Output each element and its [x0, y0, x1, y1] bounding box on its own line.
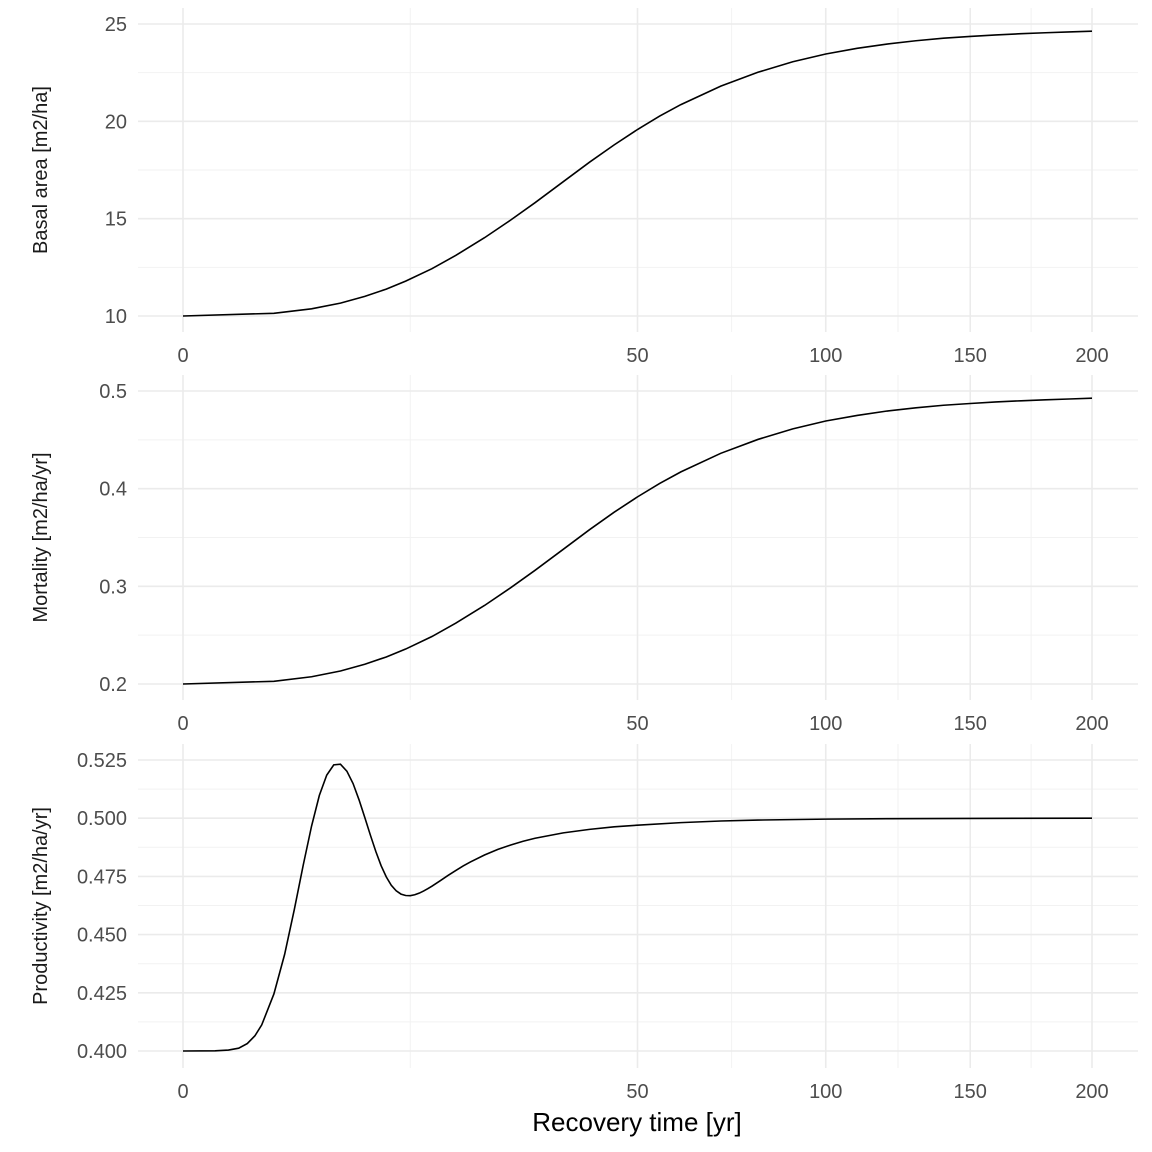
y-tick-label: 25 — [105, 14, 127, 36]
x-tick-label: 100 — [809, 345, 842, 367]
x-tick-label: 100 — [809, 713, 842, 735]
y-tick-label: 0.5 — [99, 381, 127, 403]
x-tick-label: 0 — [177, 713, 188, 735]
x-tick-label: 200 — [1075, 345, 1108, 367]
y-tick-label: 0.2 — [99, 674, 127, 696]
x-tick-label: 0 — [177, 1081, 188, 1103]
x-axis-title: Recovery time [yr] — [532, 1107, 742, 1137]
y-tick-label: 15 — [105, 209, 127, 231]
y-tick-label: 0.500 — [77, 808, 127, 830]
y-tick-label: 0.525 — [77, 750, 127, 772]
x-tick-label: 100 — [809, 1081, 842, 1103]
series-line — [182, 397, 1093, 685]
y-tick-label: 0.475 — [77, 866, 127, 888]
x-tick-label: 0 — [177, 345, 188, 367]
y-axis-title: Mortality [m2/ha/yr] — [30, 452, 52, 622]
series-line — [182, 30, 1093, 317]
y-tick-label: 0.3 — [99, 576, 127, 598]
y-axis-title: Basal area [m2/ha] — [30, 86, 52, 254]
y-axis-title: Productivity [m2/ha/yr] — [30, 807, 52, 1005]
panel-3: 0.400 0.425 0.450 0.475 0.500 0.525 0 50 100 150 2… — [30, 744, 1138, 1137]
x-tick-label: 50 — [626, 345, 648, 367]
x-tick-label: 150 — [954, 1081, 987, 1103]
x-tick-label: 50 — [626, 1081, 648, 1103]
x-tick-label: 50 — [626, 713, 648, 735]
y-tick-label: 10 — [105, 306, 127, 328]
x-tick-label: 200 — [1075, 1081, 1108, 1103]
x-tick-label: 200 — [1075, 713, 1108, 735]
y-tick-label: 0.450 — [77, 925, 127, 947]
y-tick-label: 0.4 — [99, 479, 127, 501]
panel-1: 10 15 20 25 0 50 100 150 200 Basal area [m2/ha] — [30, 8, 1138, 367]
y-tick-label: 20 — [105, 111, 127, 133]
series-line — [182, 763, 1093, 1052]
panel-2: 0.2 0.3 0.4 0.5 0 50 100 150 200 Mortality [m2/ha… — [30, 375, 1138, 735]
x-tick-label: 150 — [954, 345, 987, 367]
x-tick-label: 150 — [954, 713, 987, 735]
y-tick-label: 0.425 — [77, 983, 127, 1005]
y-tick-label: 0.400 — [77, 1041, 127, 1063]
